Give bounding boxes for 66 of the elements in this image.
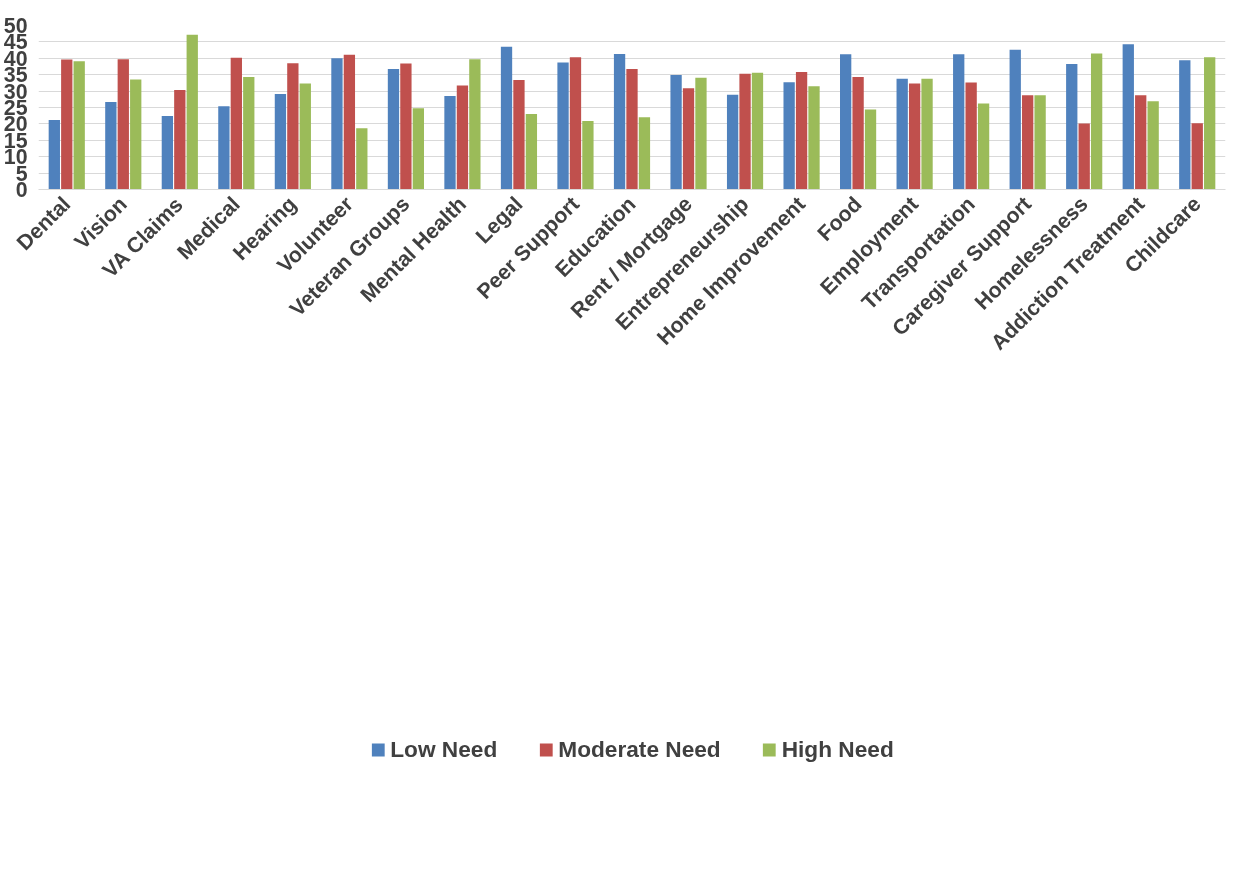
bar <box>751 72 764 190</box>
bar <box>1122 44 1134 190</box>
bar <box>739 73 751 190</box>
bar <box>783 82 795 190</box>
bar <box>299 83 311 190</box>
bar <box>1191 123 1203 190</box>
bar <box>1179 60 1191 190</box>
bar <box>695 77 707 190</box>
bar <box>400 63 412 190</box>
bar <box>953 54 965 190</box>
bar <box>469 59 481 190</box>
bar <box>444 96 456 190</box>
bar <box>1135 95 1147 190</box>
bar <box>1066 63 1078 190</box>
bar <box>965 82 977 190</box>
bar <box>896 78 908 190</box>
bar <box>864 109 877 190</box>
bar <box>726 94 739 190</box>
bar <box>456 85 469 190</box>
bar <box>61 59 73 190</box>
bar <box>840 54 852 190</box>
bar <box>557 62 569 190</box>
bar <box>977 103 990 190</box>
bar <box>908 83 921 190</box>
bar <box>117 59 129 190</box>
bar <box>795 72 808 190</box>
bar <box>582 120 594 190</box>
bar <box>343 54 356 190</box>
bar <box>613 54 626 190</box>
bar <box>921 78 933 190</box>
bar <box>130 79 142 190</box>
bar <box>852 77 864 190</box>
bar <box>638 117 651 190</box>
bar <box>670 75 682 190</box>
bar <box>387 69 400 190</box>
bar <box>161 116 174 190</box>
bar <box>1009 49 1021 190</box>
bar <box>174 90 186 190</box>
bar <box>230 57 242 190</box>
bar <box>500 46 513 190</box>
bar <box>243 77 255 190</box>
legend-label: High Need <box>781 735 894 763</box>
bar <box>186 34 198 190</box>
bar <box>1022 95 1034 190</box>
bar <box>525 114 538 190</box>
bar <box>1204 57 1216 190</box>
bar <box>287 63 299 190</box>
bar <box>1090 53 1103 190</box>
bar <box>105 101 117 190</box>
bar <box>1147 101 1159 190</box>
bar <box>356 128 368 190</box>
bar <box>331 58 343 190</box>
bar <box>48 119 60 190</box>
bar <box>682 88 695 190</box>
bar <box>569 57 582 190</box>
bar <box>73 61 85 190</box>
bar <box>274 94 287 190</box>
bar <box>412 108 424 190</box>
bar <box>513 79 525 190</box>
bar <box>808 86 820 190</box>
bar <box>626 69 638 190</box>
legend-label: Moderate Need <box>558 735 721 763</box>
bar <box>1034 95 1046 190</box>
legend-label: Low Need <box>390 735 498 763</box>
bar <box>218 106 230 190</box>
bar <box>1078 123 1090 190</box>
